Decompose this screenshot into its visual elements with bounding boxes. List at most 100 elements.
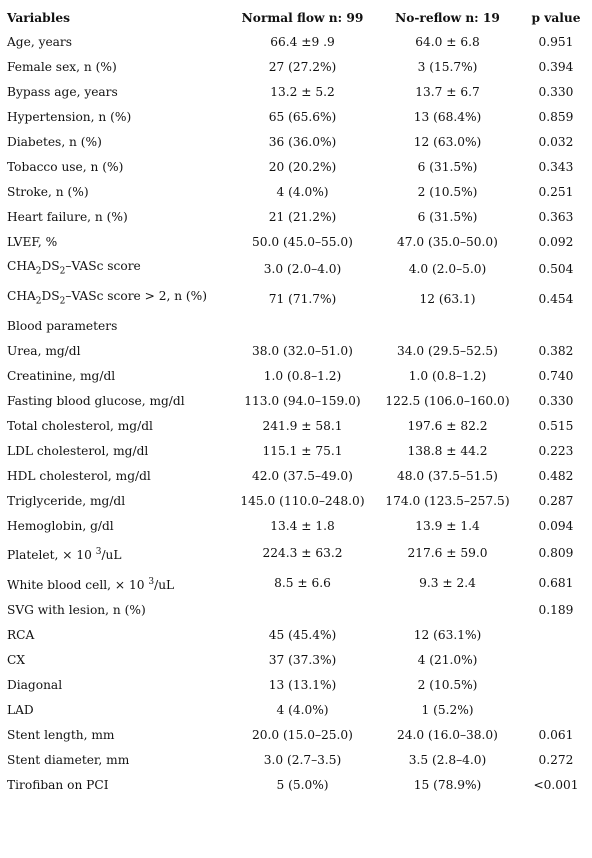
header-row: Variables Normal flow n: 99 No-reflow n:… <box>0 6 592 30</box>
normal-flow-value: 20.0 (15.0–25.0) <box>252 727 353 742</box>
table-row: Tobacco use, n (%) 20 (20.2%) 6 (31.5%) 0.3… <box>0 154 592 179</box>
row-label: Age, years <box>7 35 73 50</box>
table-row: Stroke, n (%) 4 (4.0%) 2 (10.5%) 0.251 <box>0 179 592 204</box>
p-value: 0.330 <box>538 85 574 100</box>
row-label: CHA2DS2–VASc score > 2, n (%) <box>0 284 230 314</box>
table-row: Hemoglobin, g/dl 13.4 ± 1.8 13.9 ± 1.4 0.09… <box>0 513 592 538</box>
no-reflow-value: 122.5 (106.0–160.0) <box>385 394 510 409</box>
table-row: Hypertension, n (%) 65 (65.6%) 13 (68.4%) 0… <box>0 105 592 130</box>
normal-flow-value: 71 (71.7%) <box>268 292 337 307</box>
table-row: Tirofiban on PCI 5 (5.0%) 15 (78.9%) <0.001 <box>0 772 592 797</box>
table-row: HDL cholesterol, mg/dl 42.0 (37.5–49.0) 48… <box>0 463 592 488</box>
normal-flow-value: 42.0 (37.5–49.0) <box>252 468 353 483</box>
row-label: Diabetes, n (%) <box>7 135 102 149</box>
row-label: Hypertension, n (%) <box>7 110 132 125</box>
row-label: Bypass age, years <box>7 85 118 100</box>
table-row: Fasting blood glucose, mg/dl 113.0 (94.0–… <box>0 389 592 414</box>
p-value: 0.681 <box>538 576 574 591</box>
p-value: 0.504 <box>538 262 574 277</box>
header-normal-flow: Normal flow n: 99 <box>241 11 364 25</box>
header-no-reflow: No-reflow n: 19 <box>395 11 500 25</box>
row-label: LAD <box>7 703 34 718</box>
p-value: 0.363 <box>538 209 574 224</box>
table-row: Stent length, mm 20.0 (15.0–25.0) 24.0 (16… <box>0 722 592 747</box>
row-label-part: 2 <box>59 296 66 307</box>
p-value: 0.515 <box>538 419 574 434</box>
table-row: LAD 4 (4.0%) 1 (5.2%) <box>0 698 592 723</box>
row-label: LVEF, % <box>7 234 58 249</box>
no-reflow-value <box>375 314 520 339</box>
no-reflow-value <box>375 598 520 623</box>
normal-flow-value: 1.0 (0.8–1.2) <box>263 369 342 384</box>
p-value: 0.272 <box>538 752 574 767</box>
p-value: 0.092 <box>538 234 574 249</box>
p-value: 0.330 <box>538 394 574 409</box>
table-row: Creatinine, mg/dl 1.0 (0.8–1.2) 1.0 (0.8–1… <box>0 364 592 389</box>
row-label: CX <box>7 653 26 668</box>
no-reflow-value: 13.9 ± 1.4 <box>415 518 480 533</box>
row-label-part: 3 <box>148 576 155 587</box>
row-label: Triglyceride, mg/dl <box>7 493 126 508</box>
p-value <box>520 698 592 723</box>
normal-flow-value: 20 (20.2%) <box>268 159 337 174</box>
comparison-table: Variables Normal flow n: 99 No-reflow n:… <box>0 6 592 797</box>
table-row: CHA2DS2–VASc score > 2, n (%) 71 (71.7%) 1… <box>0 284 592 314</box>
normal-flow-value: 13.4 ± 1.8 <box>270 518 335 533</box>
row-label-part: 2 <box>59 266 66 277</box>
no-reflow-value: 13 (68.4%) <box>413 110 482 125</box>
p-value <box>520 648 592 673</box>
row-label-part: DS <box>41 259 60 274</box>
normal-flow-value: 13 (13.1%) <box>268 678 337 693</box>
no-reflow-value: 12 (63.1%) <box>413 628 482 643</box>
no-reflow-value: 47.0 (35.0–50.0) <box>397 234 498 249</box>
normal-flow-value: 13.2 ± 5.2 <box>270 85 335 100</box>
no-reflow-value: 2 (10.5%) <box>417 678 478 693</box>
normal-flow-value: 37 (37.3%) <box>268 653 337 668</box>
no-reflow-value: 9.3 ± 2.4 <box>419 576 476 591</box>
no-reflow-value: 34.0 (29.5–52.5) <box>397 344 498 359</box>
table-row: Age, years 66.4 ±9 .9 64.0 ± 6.8 0.951 <box>0 30 592 55</box>
row-label: Fasting blood glucose, mg/dl <box>7 394 185 409</box>
p-value: 0.343 <box>538 159 574 174</box>
normal-flow-value <box>230 598 375 623</box>
table-row: LDL cholesterol, mg/dl 115.1 ± 75.1 138.8 … <box>0 438 592 463</box>
row-label-part: /uL <box>154 577 175 592</box>
p-value: 0.189 <box>538 603 574 618</box>
no-reflow-value: 174.0 (123.5–257.5) <box>385 493 510 508</box>
row-label-part: –VASc score <box>65 259 141 274</box>
normal-flow-value: 27 (27.2%) <box>268 60 337 75</box>
no-reflow-value: 6 (31.5%) <box>417 209 478 224</box>
normal-flow-value: 3.0 (2.7–3.5) <box>263 752 342 767</box>
row-label: RCA <box>7 628 35 643</box>
normal-flow-value: 224.3 ± 63.2 <box>262 546 343 561</box>
table-row: Stent diameter, mm 3.0 (2.7–3.5) 3.5 (2.8–… <box>0 747 592 772</box>
normal-flow-value: 45 (45.4%) <box>268 628 337 643</box>
header-p-value: p value <box>531 11 581 25</box>
comparison-table-container: Variables Normal flow n: 99 No-reflow n:… <box>0 6 592 797</box>
table-row: Platelet, × 10 3/uL 224.3 ± 63.2 217.6 ± 5… <box>0 538 592 568</box>
no-reflow-value: 12 (63.1) <box>419 292 476 307</box>
p-value: 0.287 <box>538 493 574 508</box>
row-label-part: 2 <box>35 296 42 307</box>
row-label: Blood parameters <box>7 319 118 334</box>
table-row: LVEF, % 50.0 (45.0–55.0) 47.0 (35.0–50.0) 0… <box>0 229 592 254</box>
table-row: CHA2DS2–VASc score 3.0 (2.0–4.0) 4.0 (2.0–… <box>0 254 592 284</box>
row-label-part: /uL <box>101 547 122 562</box>
normal-flow-value: 145.0 (110.0–248.0) <box>240 493 365 508</box>
p-value <box>520 314 592 339</box>
p-value: 0.454 <box>538 292 574 307</box>
p-value: 0.740 <box>538 369 574 384</box>
no-reflow-value: 217.6 ± 59.0 <box>407 546 488 561</box>
row-label: CHA2DS2–VASc score <box>0 254 230 284</box>
row-label: Creatinine, mg/dl <box>7 369 116 384</box>
p-value: 0.809 <box>538 546 574 561</box>
normal-flow-value: 4 (4.0%) <box>276 184 329 199</box>
normal-flow-value <box>230 314 375 339</box>
normal-flow-value: 5 (5.0%) <box>276 777 329 792</box>
p-value: 0.251 <box>538 184 574 199</box>
no-reflow-value: 64.0 ± 6.8 <box>415 35 480 50</box>
no-reflow-value: 13.7 ± 6.7 <box>415 85 480 100</box>
row-label-part: 2 <box>35 266 42 277</box>
row-label: Tirofiban on PCI <box>7 777 109 792</box>
row-label: Total cholesterol, mg/dl <box>7 419 153 434</box>
